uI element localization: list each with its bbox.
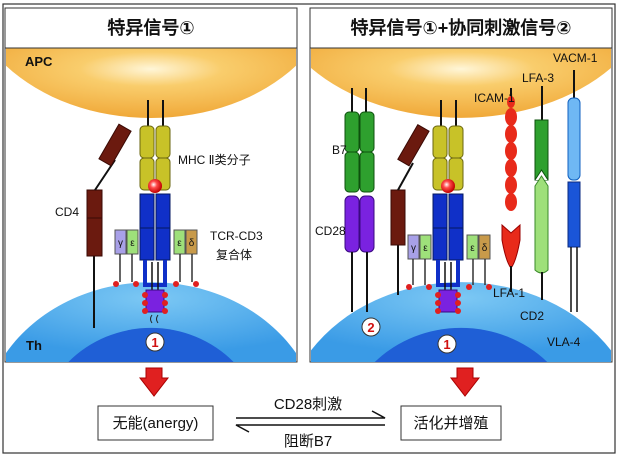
- signal-1-marker-label: 1: [151, 335, 158, 350]
- signal-1-marker: [437, 334, 457, 354]
- cd2-label: CD2: [520, 309, 544, 323]
- vla4-label: VLA-4: [547, 335, 581, 349]
- anergy-box: [97, 405, 214, 441]
- equilibrium-arrows-icon: [235, 410, 386, 433]
- cd3-gamma: γ: [411, 243, 416, 254]
- tcr-molecule: [432, 193, 464, 314]
- outcome-section: 无能(anergy) 活化并增殖 CD28刺激 阻断B7: [97, 367, 502, 450]
- signal-2-marker-label: 2: [367, 320, 374, 335]
- cd4-label: CD4: [55, 205, 79, 219]
- th-label: Th: [26, 338, 42, 353]
- signal-2-marker: [361, 317, 381, 337]
- signal-1-marker: [145, 332, 165, 352]
- b7-label: B7: [332, 143, 347, 157]
- cd3-delta: δ: [482, 243, 488, 254]
- cd3-epsilon: ε: [470, 243, 475, 254]
- signal-1-marker-label: 1: [443, 337, 450, 352]
- reverse-label: 阻断B7: [284, 433, 332, 450]
- cd3-chains: γ ε ε δ: [113, 229, 199, 287]
- icam1-label: ICAM-1: [474, 91, 515, 105]
- lfa1-label: LFA-1: [493, 286, 525, 300]
- antigen-peptide: [148, 179, 162, 193]
- tcr-molecule: [139, 193, 171, 324]
- cd3-delta: δ: [189, 238, 195, 249]
- forward-label: CD28刺激: [274, 396, 342, 413]
- cd4-molecule: [390, 123, 430, 295]
- vacm1-label: VACM-1: [553, 51, 598, 65]
- cd3-epsilon: ε: [177, 238, 182, 249]
- tcr-label-line2: 复合体: [216, 247, 252, 262]
- down-arrow-icon: [449, 367, 481, 397]
- antigen-peptide: [441, 179, 455, 193]
- mhc-ii-molecule: [432, 100, 464, 193]
- left-panel: 特异信号① APC Th CD4 MHC Ⅱ类分子: [4, 7, 298, 363]
- activation-label: 活化并增殖: [413, 415, 488, 432]
- th-nucleus: [374, 327, 548, 362]
- mhc-ii-molecule: [139, 100, 171, 193]
- b7-molecule: [344, 88, 375, 193]
- activation-box: [400, 405, 502, 441]
- cd3-epsilon: ε: [130, 238, 135, 249]
- th-cell: [311, 282, 611, 362]
- right-panel-title: 特异信号①+协同刺激信号②: [351, 17, 572, 38]
- vacm1-vla4-molecule: [567, 70, 581, 312]
- tcr-label-line1: TCR-CD3: [210, 229, 263, 243]
- lfa3-label: LFA-3: [522, 71, 554, 85]
- right-panel: 特异信号①+协同刺激信号② B7 CD28: [309, 7, 613, 363]
- cd3-gamma: γ: [118, 238, 123, 249]
- cd4-molecule: [86, 123, 132, 328]
- cd3-epsilon: ε: [423, 243, 428, 254]
- lfa3-cd2-molecule: [534, 86, 549, 300]
- apc-label: APC: [25, 54, 53, 69]
- anergy-label: 无能(anergy): [113, 415, 199, 432]
- cd3-chains: γ ε ε δ: [406, 234, 492, 290]
- left-panel-title: 特异信号①: [107, 17, 194, 38]
- apc-cell: [6, 48, 296, 118]
- cd28-label: CD28: [315, 224, 346, 238]
- apc-cell: [311, 48, 611, 118]
- mhc-label: MHC Ⅱ类分子: [178, 153, 251, 167]
- cd28-molecule: [344, 195, 375, 312]
- icam1-lfa1-molecule: [501, 88, 521, 292]
- down-arrow-icon: [138, 367, 170, 397]
